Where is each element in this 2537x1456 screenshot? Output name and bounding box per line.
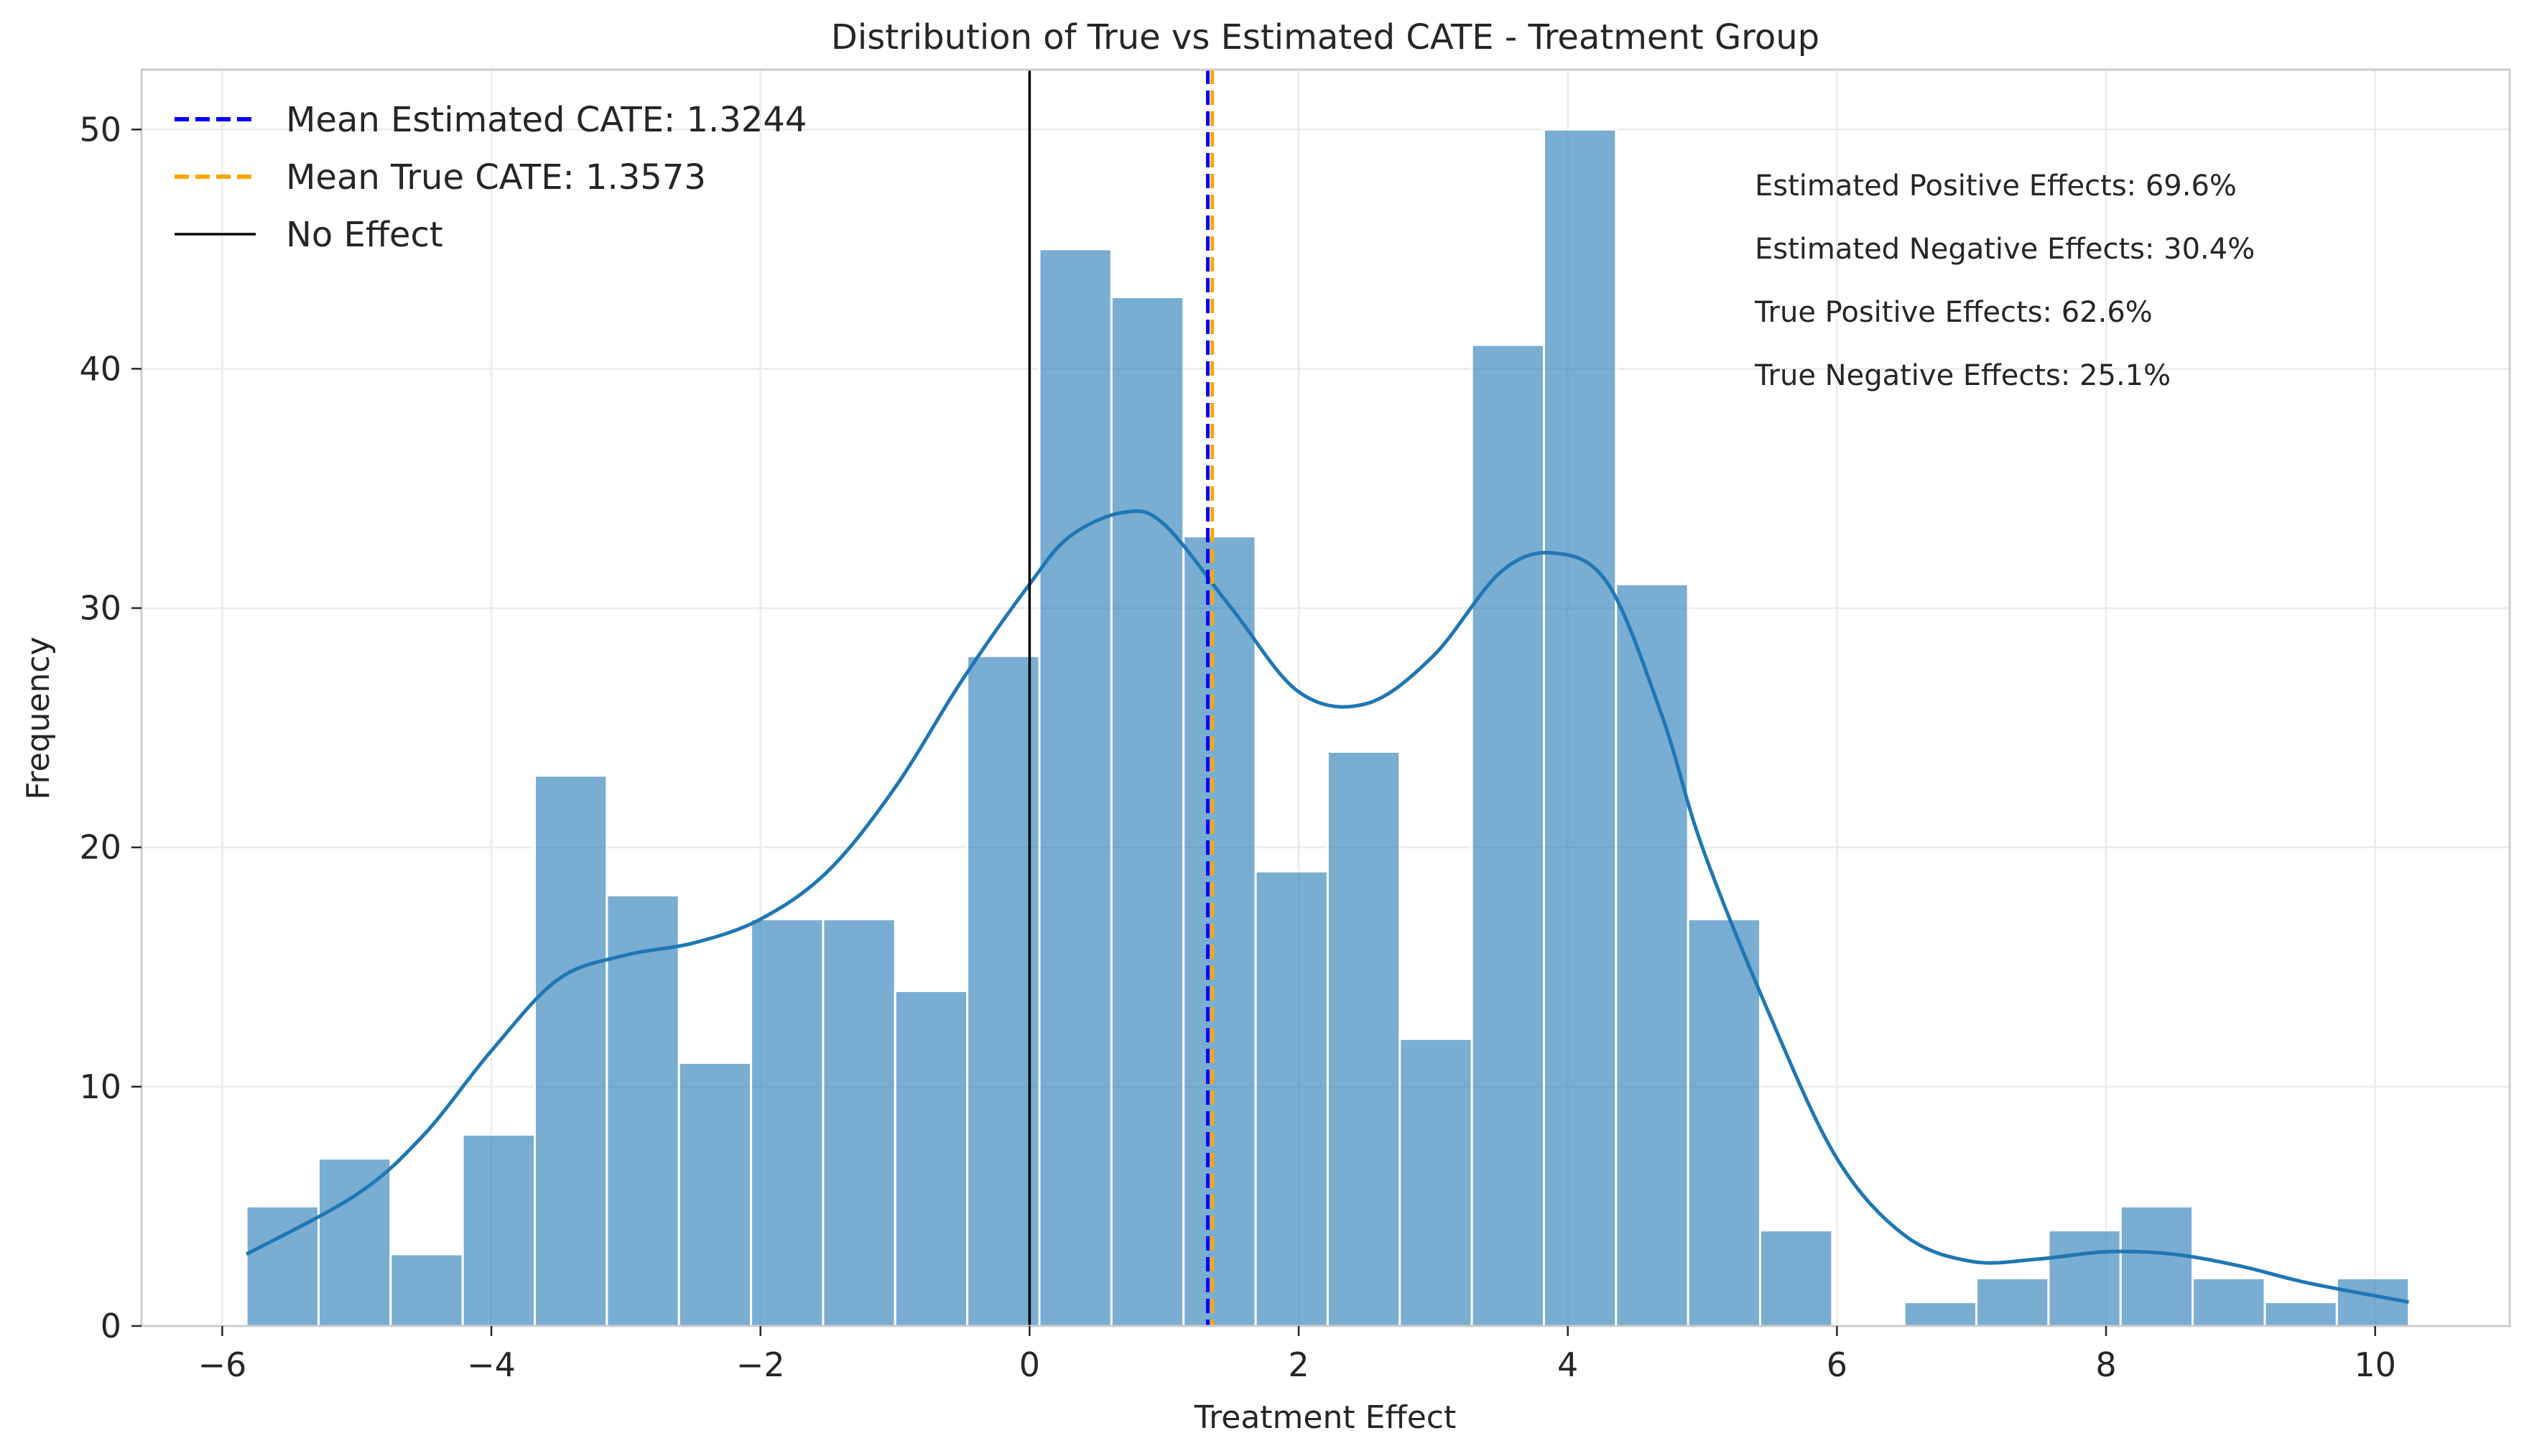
histogram-bar [894,990,969,1327]
stat-annotation: True Negative Effects: 25.1% [1754,359,2171,392]
histogram-bar [2263,1301,2338,1327]
stat-annotation: Estimated Positive Effects: 69.6% [1755,170,2237,203]
histogram-bar [1399,1037,1473,1327]
x-tick-label: 6 [1827,1345,1847,1384]
histogram-bar [1470,343,1545,1327]
histogram-bar [1615,583,1689,1327]
x-tick-label: 2 [1288,1345,1309,1384]
histogram-bar [389,1253,464,1327]
histogram-bar [1759,1229,1834,1327]
legend-label: No Effect [286,215,443,255]
stat-annotation: True Positive Effects: 62.6% [1754,296,2153,329]
histogram-bar [317,1157,392,1327]
x-tick-label: −2 [736,1345,785,1384]
kde-curve [245,509,2409,1304]
x-tick-label: −6 [198,1345,246,1384]
histogram-bar [750,918,825,1327]
histogram-bar [822,918,896,1327]
histogram-bar [1326,750,1401,1327]
histogram-bar [2119,1205,2194,1327]
y-tick-label: 10 [79,1067,121,1106]
y-tick-label: 30 [79,589,121,628]
histogram-bar [1182,535,1257,1327]
histogram-bar [2192,1276,2266,1327]
histogram-bar [1254,870,1329,1327]
histogram-bar [1903,1301,1978,1327]
histogram-bar [1975,1276,2050,1327]
x-tick-label: 10 [2354,1345,2396,1384]
x-tick-label: 0 [1019,1345,1040,1384]
x-tick-label: −4 [467,1345,516,1384]
histogram-bar [1687,918,1762,1327]
y-tick-label: 0 [101,1307,121,1345]
histogram-bar [534,774,608,1327]
axis-ticks: −6 −4 −2 0 2 4 6 8 10 0 10 20 30 40 50 [79,110,2395,1384]
legend-label: Mean Estimated CATE: 1.3244 [286,100,807,140]
plot-frame [140,68,2511,1327]
x-tick-label: 8 [2095,1345,2116,1384]
chart-title: Distribution of True vs Estimated CATE -… [831,17,1819,57]
x-tick-label: 4 [1557,1345,1578,1384]
legend: Mean Estimated CATE: 1.3244 Mean True CAT… [175,100,807,255]
annotations: Estimated Positive Effects: 69.6% Estimat… [1754,170,2255,392]
x-axis-label: Treatment Effect [1194,1399,1457,1436]
histogram-bar [677,1062,753,1327]
legend-label: Mean True CATE: 1.3573 [286,157,706,198]
histogram-bar [606,894,680,1327]
histogram-bar [1038,248,1113,1327]
histogram-bar [2047,1229,2122,1327]
y-tick-label: 50 [79,110,121,149]
histogram-bar [461,1133,537,1327]
y-axis-label: Frequency [20,636,57,799]
histogram-bars [245,128,2411,1327]
histogram-bar [1542,128,1618,1327]
y-tick-label: 20 [79,828,121,867]
kde-line [245,509,2409,1304]
histogram-bar [2335,1276,2411,1327]
y-tick-label: 40 [79,349,121,388]
histogram-bar [1110,295,1185,1327]
reference-lines [1028,70,1215,1326]
stat-annotation: Estimated Negative Effects: 30.4% [1755,233,2255,266]
